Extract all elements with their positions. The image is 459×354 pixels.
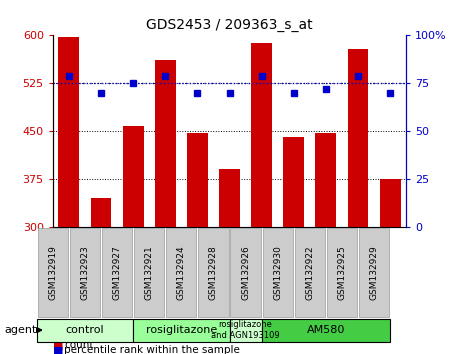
Text: AM580: AM580: [307, 325, 345, 335]
Bar: [90, 198, 112, 227]
Text: percentile rank within the sample: percentile rank within the sample: [64, 346, 240, 354]
Text: GSM132930: GSM132930: [273, 245, 282, 300]
Text: rosiglitazone: rosiglitazone: [146, 325, 217, 335]
Text: GSM132927: GSM132927: [112, 245, 122, 300]
Bar: [155, 59, 176, 227]
Title: GDS2453 / 209363_s_at: GDS2453 / 209363_s_at: [146, 18, 313, 32]
Text: ■: ■: [53, 340, 63, 350]
Text: agent: agent: [5, 325, 37, 335]
Text: GSM132928: GSM132928: [209, 245, 218, 300]
Text: GSM132926: GSM132926: [241, 245, 250, 300]
Bar: [347, 50, 369, 227]
Text: ■: ■: [53, 346, 63, 354]
Text: GSM132921: GSM132921: [145, 245, 154, 300]
Text: rosiglitazone
and AGN193109: rosiglitazone and AGN193109: [211, 320, 280, 340]
Text: GSM132925: GSM132925: [337, 245, 347, 300]
Bar: [123, 126, 144, 227]
Text: GSM132919: GSM132919: [48, 245, 57, 300]
Text: count: count: [64, 340, 94, 350]
Text: GSM132923: GSM132923: [80, 245, 90, 300]
Bar: [219, 169, 240, 227]
Text: GSM132924: GSM132924: [177, 245, 186, 300]
Bar: [315, 133, 336, 227]
Bar: [187, 133, 208, 227]
Text: GSM132929: GSM132929: [369, 245, 379, 300]
Bar: [58, 37, 79, 227]
Text: GSM132922: GSM132922: [305, 245, 314, 300]
Bar: [283, 137, 304, 227]
Text: control: control: [66, 325, 104, 335]
Bar: [380, 179, 401, 227]
Bar: [251, 43, 272, 227]
